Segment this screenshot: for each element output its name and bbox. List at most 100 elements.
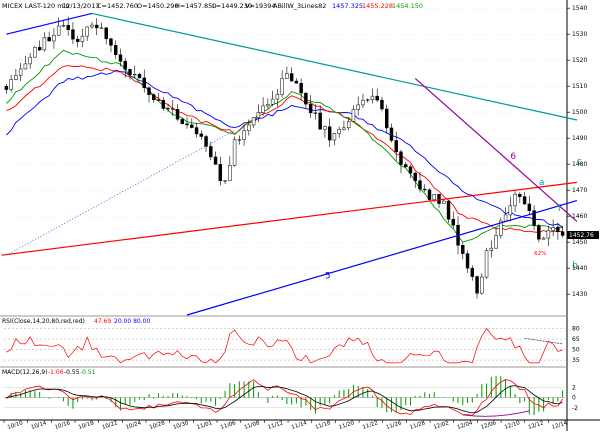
candle-body (47, 37, 51, 42)
candle-body (42, 37, 47, 51)
candle-body (532, 210, 536, 226)
rsi-levels: 20.00 80.00 (114, 318, 150, 325)
x-tick-label: 10/18 (78, 420, 95, 431)
x-tick-label: 11/22 (362, 420, 379, 431)
candle-body (446, 200, 451, 220)
wave-label: 6 (510, 152, 516, 162)
rsi-level-label: 65 (572, 336, 580, 343)
candle-body (304, 92, 308, 105)
x-tick-label: 10/16 (54, 420, 71, 431)
candle-body (356, 104, 360, 110)
candle-body (90, 24, 94, 28)
trendline (186, 200, 578, 316)
x-tick-label: 12/02 (433, 420, 450, 431)
volume-label: V=19394 (245, 2, 276, 10)
candle-body (194, 127, 199, 135)
candle-body (546, 230, 551, 239)
symbol-label: MICEX LAST-120 min (2, 2, 69, 10)
candle-body (427, 189, 432, 200)
candle-body (37, 47, 42, 51)
candle-body (380, 99, 384, 110)
candle-body (399, 151, 403, 165)
candle-body (218, 164, 223, 182)
candle-body (33, 47, 37, 58)
trendline (91, 12, 578, 121)
rsi-line (6, 327, 563, 364)
candles (4, 16, 565, 299)
candle-body (223, 180, 227, 182)
x-tick-label: 11/14 (291, 420, 308, 431)
candle-body (52, 35, 56, 42)
candle-body (313, 112, 318, 114)
candle-body (152, 94, 156, 101)
y-tick-label: 1450 (572, 239, 587, 246)
candle-body (465, 253, 470, 269)
candle-body (527, 203, 532, 211)
x-tick-label: 11/12 (267, 420, 284, 431)
candle-body (14, 75, 18, 80)
x-tick-label: 11/28 (409, 420, 426, 431)
candle-body (499, 220, 503, 236)
macd-value-3: -0.51 (80, 369, 96, 376)
candle-body (185, 123, 189, 126)
candle-body (461, 245, 465, 254)
x-tick-label: 11/20 (338, 420, 355, 431)
macd-level-label: -2 (572, 405, 578, 412)
candle-body (104, 27, 108, 40)
open-label: O=1450.290 (137, 2, 179, 10)
rsi-label: RSI(Close,14,20,80,red,red) (2, 318, 85, 325)
last-price-label: 1452.76 (569, 232, 594, 239)
candle-body (423, 188, 427, 191)
candle-body (308, 103, 313, 114)
y-tick-label: 1470 (572, 187, 587, 194)
indicator-value-3: 1454.150 (392, 2, 423, 10)
candle-body (133, 74, 137, 76)
rsi-level-label: 35 (572, 357, 580, 364)
x-tick-label: 12/14 (551, 420, 568, 431)
candle-body (204, 136, 208, 147)
candle-body (190, 124, 194, 128)
candle-body (508, 205, 513, 216)
candle-body (332, 133, 337, 141)
wave-label: a (539, 178, 545, 188)
wave-label: b (572, 261, 578, 271)
candle-body (556, 227, 560, 233)
indicator-value-1: 1457.325 (332, 2, 363, 10)
candle-body (180, 118, 185, 125)
candle-body (351, 109, 356, 122)
macd-divergence-curve (462, 410, 530, 417)
y-tick-label: 1460 (572, 213, 587, 220)
x-tick-label: 12/12 (528, 420, 545, 431)
candle-body (285, 73, 289, 79)
y-tick-label: 1480 (572, 161, 587, 168)
candle-body (232, 139, 237, 166)
candle-body (503, 214, 508, 222)
y-tick-label: 1540 (572, 5, 587, 12)
candle-body (470, 267, 475, 277)
candle-body (370, 95, 375, 100)
candle-body (247, 124, 251, 132)
rsi-header: RSI(Close,14,20,80,red,red) 47.69 20.00 … (2, 318, 150, 325)
candle-body (156, 99, 161, 101)
y-tick-label: 1490 (572, 135, 587, 142)
candle-body (171, 108, 175, 110)
y-tick-label: 1510 (572, 83, 587, 90)
candle-body (23, 63, 28, 70)
candle-body (346, 121, 351, 129)
candle-body (560, 231, 565, 236)
candle-body (518, 194, 522, 197)
candle-body (541, 237, 546, 240)
wave-label: f (558, 204, 562, 214)
candle-body (342, 127, 346, 130)
candle-body (480, 276, 484, 294)
candle-body (432, 193, 436, 200)
date-label: 12/13/2013 (62, 2, 99, 10)
x-tick-label: 10/14 (30, 420, 47, 431)
x-tick-label: 12/06 (480, 420, 497, 431)
wave-label: 62% (534, 251, 546, 257)
candle-body (80, 35, 85, 42)
x-tick-label: 11/18 (314, 420, 331, 431)
candle-body (442, 200, 446, 204)
x-tick-label: 12/10 (504, 420, 521, 431)
